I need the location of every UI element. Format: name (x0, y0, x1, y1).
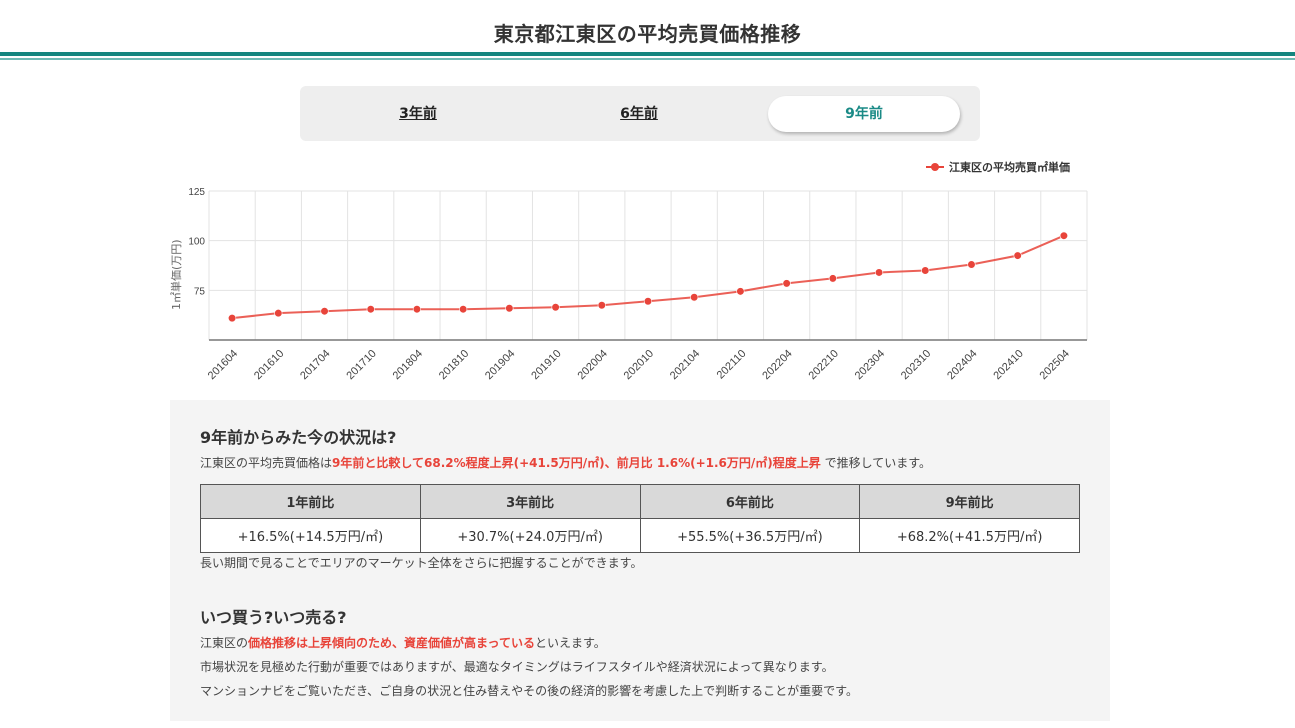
data-point (459, 305, 468, 314)
data-point (921, 266, 930, 275)
y-tick-label: 75 (194, 286, 206, 297)
x-tick-label: 202010 (622, 348, 656, 382)
data-point (412, 305, 422, 314)
data-point (228, 314, 237, 323)
table-cell: +55.5%(+36.5万円/㎡) (639, 518, 861, 553)
table-cell: +16.5%(+14.5万円/㎡) (200, 518, 421, 553)
data-point (828, 274, 837, 283)
data-point (320, 307, 329, 316)
data-point (690, 293, 699, 302)
tab-3-years[interactable]: 3年前 (399, 106, 437, 122)
summary-panel: 9年前からみた今の状況は? 江東区の平均売買価格は9年前と比較して68.2%程度… (170, 400, 1110, 721)
advice-line-2: 市場状況を見極めた行動が重要ではありますが、最適なタイミングはライフスタイルや経… (200, 660, 834, 674)
summary-heading: 9年前からみた今の状況は? (200, 428, 397, 447)
line-chart: 75 100 125 201604 201610 201704 201710 201804 20… (188, 187, 1088, 382)
series-line (231, 234, 1065, 320)
data-point (643, 297, 653, 306)
y-tick-label: 100 (188, 237, 205, 248)
period-tabs: 3年前 6年前 9年前 (300, 86, 980, 141)
legend-line-dot-icon (926, 162, 944, 172)
x-tick-label: 202104 (668, 348, 702, 382)
x-tick-label: 201604 (206, 348, 240, 382)
summary-note: 長い期間で見ることでエリアのマーケット全体をさらに把握することができます。 (200, 556, 643, 570)
data-point (874, 268, 884, 277)
data-point (782, 279, 791, 288)
data-point (551, 303, 560, 312)
x-tick-label: 202410 (991, 348, 1025, 382)
table-header: 9年前比 (859, 484, 1080, 519)
chart-legend[interactable]: 江東区の平均売買㎡単価 (926, 159, 1070, 175)
data-point (1013, 251, 1022, 260)
x-tick-label: 201804 (391, 348, 425, 382)
data-point (597, 301, 606, 310)
title-divider (0, 52, 1295, 56)
advice-line-3: マンションナビをご覧いただき、ご自身の状況と住み替えやその後の経済的影響を考慮し… (200, 684, 858, 698)
page-title: 東京都江東区の平均売買価格推移 (493, 22, 802, 46)
x-tick-label: 202204 (760, 348, 794, 382)
data-point (967, 260, 976, 269)
table-header: 3年前比 (419, 484, 641, 519)
x-tick-label: 202504 (1038, 348, 1072, 382)
x-tick-label: 201910 (529, 348, 563, 382)
comparison-table: 1年前比 3年前比 6年前比 9年前比 +16.5%(+14.5万円/㎡) +3… (200, 484, 1080, 553)
table-header: 1年前比 (200, 484, 421, 519)
data-point (274, 309, 283, 318)
table-cell: +30.7%(+24.0万円/㎡) (419, 518, 641, 553)
data-point (736, 287, 745, 296)
x-tick-label: 202210 (807, 348, 841, 382)
x-tick-label: 201810 (437, 348, 471, 382)
x-tick-label: 201710 (344, 348, 378, 382)
x-tick-label: 201904 (483, 348, 517, 382)
tab-6-years[interactable]: 6年前 (620, 106, 658, 122)
x-tick-label: 202310 (899, 348, 933, 382)
x-tick-label: 202004 (575, 348, 609, 382)
legend-label: 江東区の平均売買㎡単価 (949, 161, 1070, 174)
advice-highlight: 価格推移は上昇傾向のため、資産価値が高まっている (248, 636, 535, 650)
x-tick-label: 202404 (945, 348, 979, 382)
summary-text: 江東区の平均売買価格は9年前と比較して68.2%程度上昇(+41.5万円/㎡)、… (200, 456, 932, 470)
summary-highlight: 9年前と比較して68.2%程度上昇(+41.5万円/㎡)、前月比 1.6%(+1… (332, 456, 821, 470)
title-divider-thin (0, 58, 1295, 60)
data-point (505, 304, 514, 313)
advice-line-1: 江東区の価格推移は上昇傾向のため、資産価値が高まっているといえます。 (200, 636, 606, 650)
x-tick-label: 202304 (853, 348, 887, 382)
data-point (366, 305, 375, 314)
tab-9-years[interactable]: 9年前 (768, 96, 960, 132)
table-header: 6年前比 (639, 484, 861, 519)
advice-heading: いつ買う?いつ売る? (200, 608, 347, 627)
table-row: +16.5%(+14.5万円/㎡) +30.7%(+24.0万円/㎡) +55.… (200, 518, 1080, 553)
x-tick-label: 202110 (715, 348, 749, 382)
x-tick-label: 201704 (298, 348, 332, 382)
y-tick-label: 125 (188, 187, 205, 198)
x-tick-label: 201610 (252, 348, 286, 382)
data-point (1059, 231, 1068, 240)
table-cell: +68.2%(+41.5万円/㎡) (859, 518, 1080, 553)
